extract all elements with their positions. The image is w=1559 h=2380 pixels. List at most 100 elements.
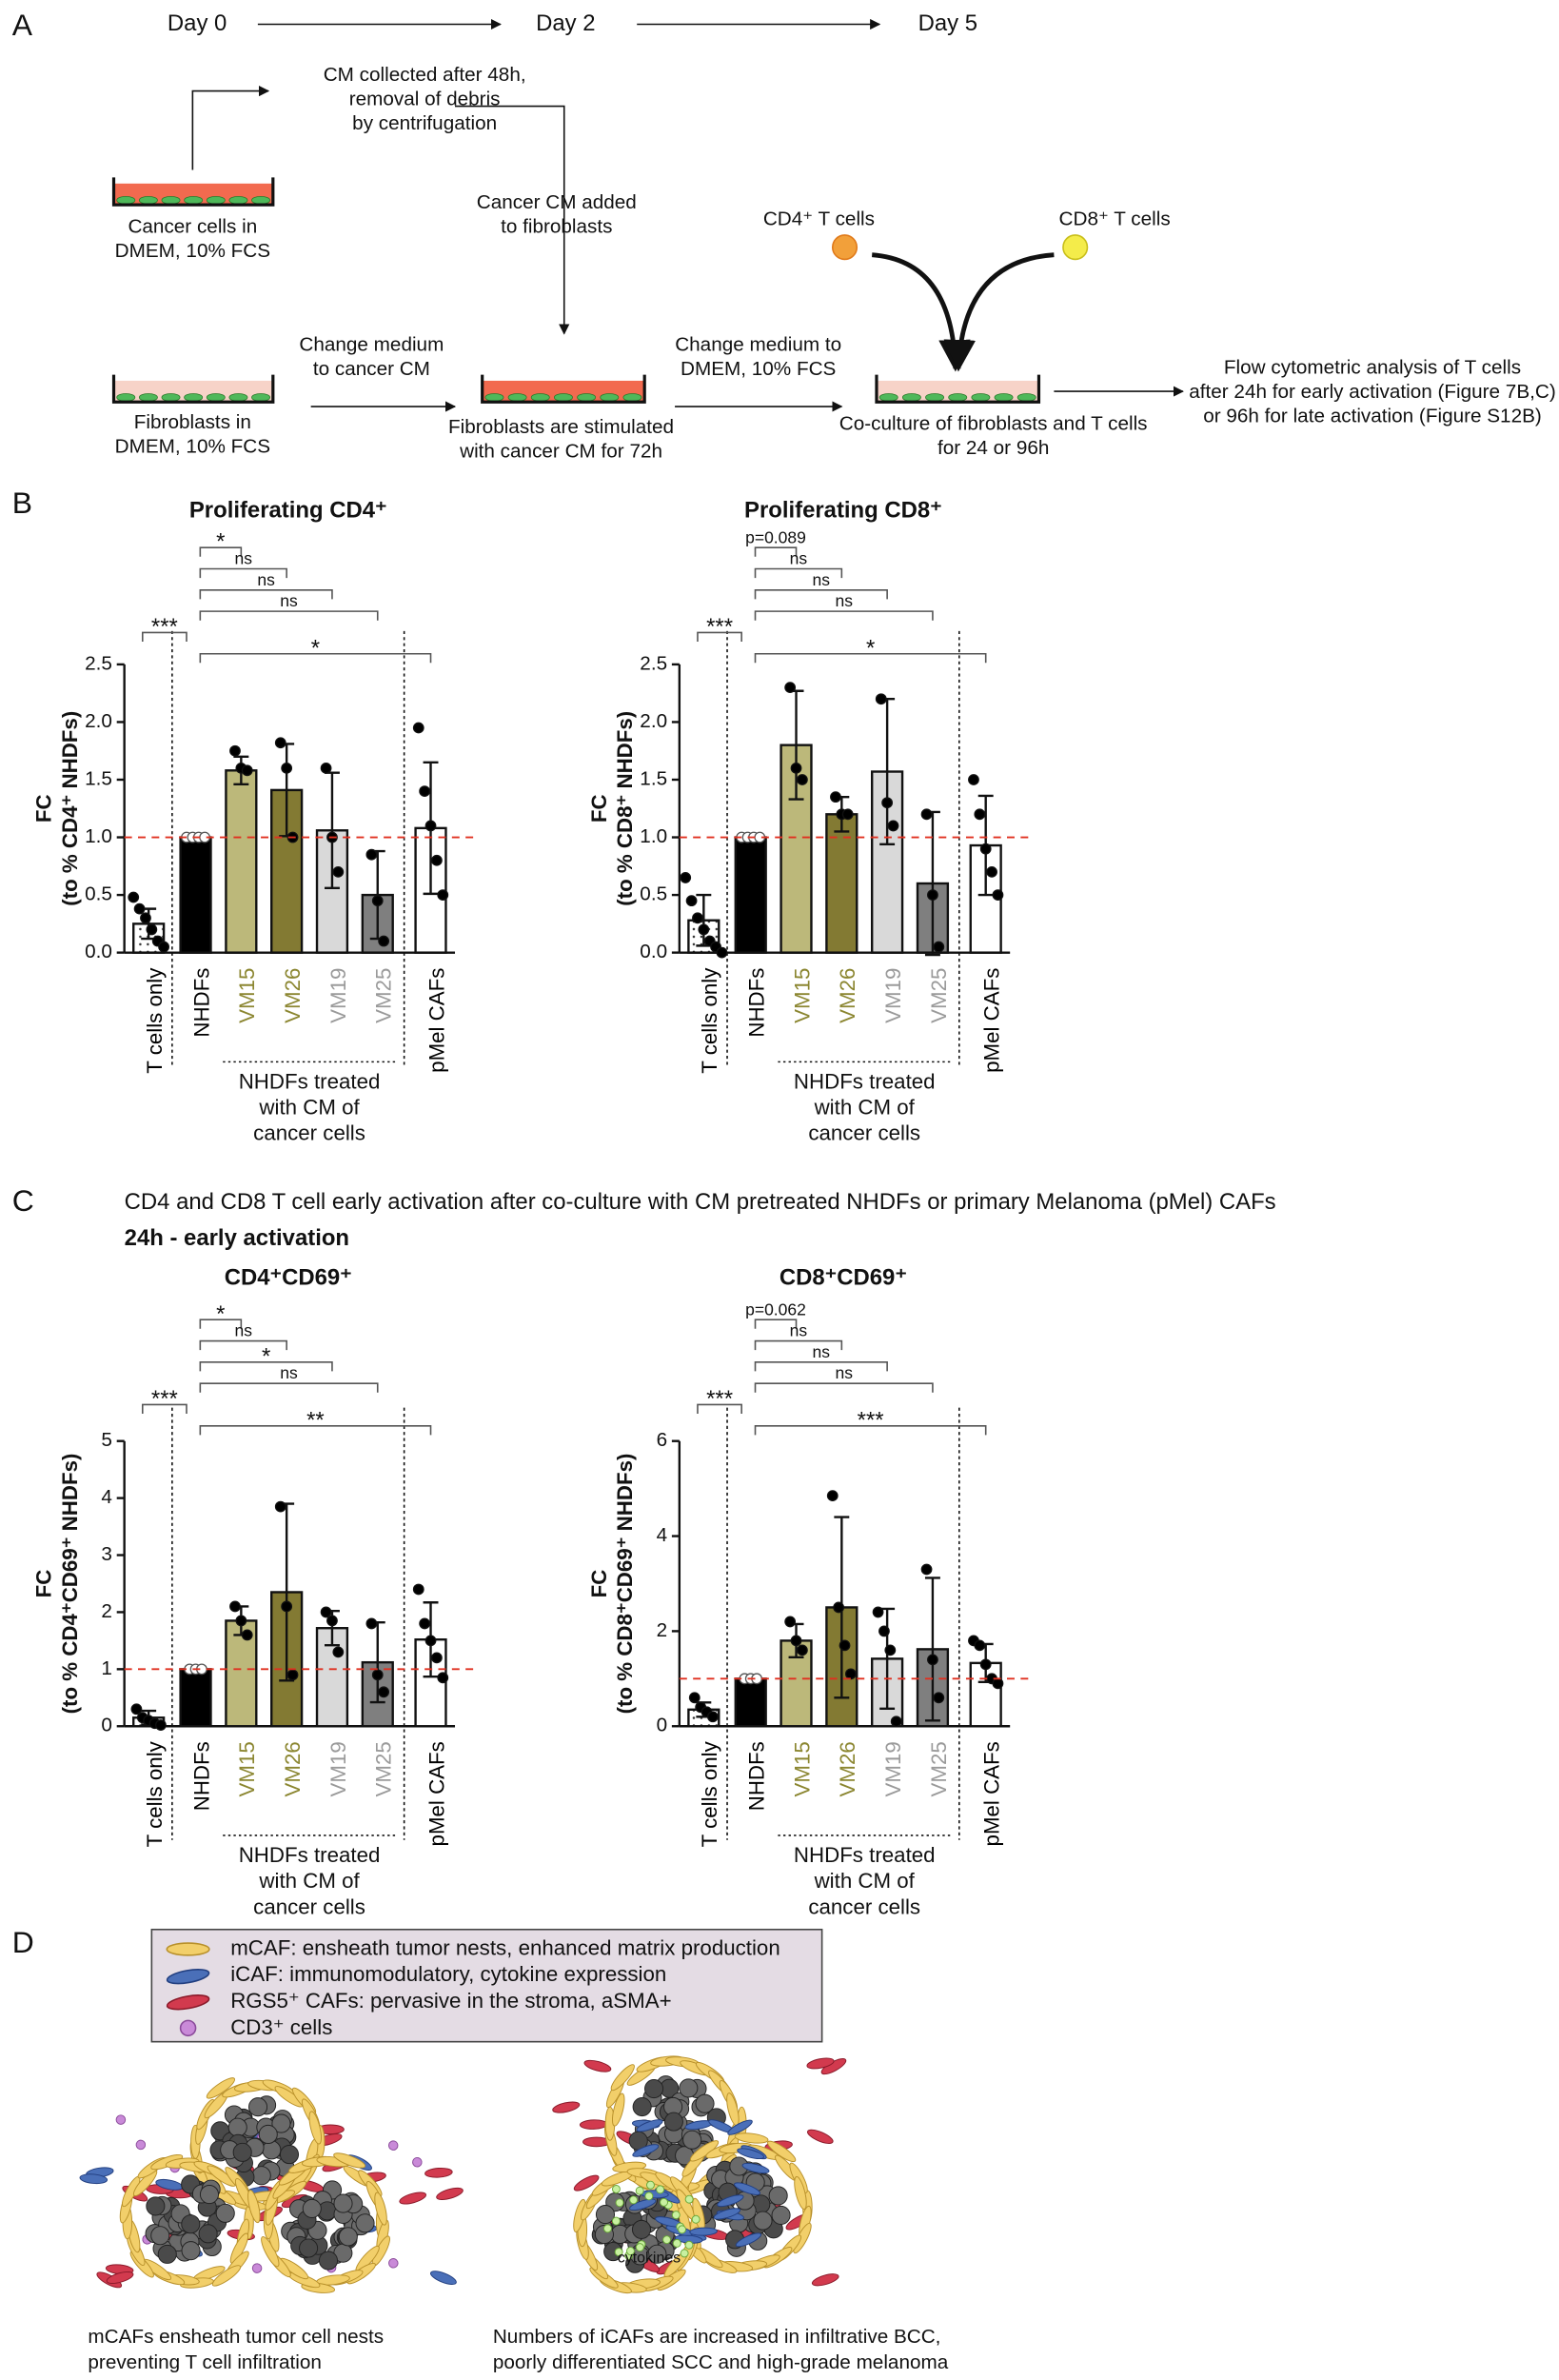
cytokine (660, 2197, 669, 2207)
tumor-cell (279, 2145, 300, 2165)
chart-title: CD4⁺CD69⁺ (225, 1265, 352, 1291)
significance-bracket (141, 631, 187, 642)
dish-cell (161, 393, 181, 402)
dish-cell (228, 195, 248, 205)
data-point (431, 1652, 443, 1664)
cytokine (626, 2247, 635, 2256)
tumor-cell (299, 2238, 319, 2258)
tumor-cell (247, 2097, 268, 2117)
legend-entry: RGS5⁺ CAFs: pervasive in the stroma, aSM… (230, 1989, 671, 2013)
panel-letter: B (12, 486, 32, 520)
significance-label: * (262, 1343, 270, 1369)
group-label: with CM of (814, 1869, 916, 1893)
tumor-cell (753, 2211, 773, 2231)
group-label: NHDFs treated (239, 1070, 381, 1094)
significance-label: ns (234, 1321, 252, 1340)
data-point (320, 762, 332, 774)
dish-cell (622, 393, 642, 402)
y-tick-label: 4 (657, 1524, 668, 1546)
mcaf (794, 2175, 807, 2211)
dish-cell (994, 393, 1014, 402)
x-tick-label: VM15 (790, 1741, 814, 1796)
data-point (274, 737, 286, 749)
data-point (128, 891, 140, 903)
rgs5-caf (579, 2119, 608, 2130)
cytokine (662, 2235, 672, 2245)
significance-label: ns (790, 549, 808, 568)
data-point (437, 889, 449, 901)
data-point (974, 1639, 986, 1652)
mcaf (766, 2140, 797, 2163)
y-tick-label: 0.5 (85, 883, 112, 905)
rgs5-caf (424, 2167, 453, 2178)
tumor-cell (227, 2117, 247, 2137)
data-point (274, 1500, 286, 1513)
icaf (713, 2208, 741, 2220)
bar (179, 836, 212, 954)
data-point (890, 1716, 902, 1728)
group-label: with CM of (258, 1869, 360, 1893)
bar (825, 813, 858, 954)
tumor-cell (644, 2079, 664, 2099)
data-point (437, 1672, 449, 1684)
significance-bracket (199, 610, 379, 621)
data-point (419, 785, 431, 797)
dish-cell (901, 393, 921, 402)
data-point (133, 902, 146, 915)
data-point (933, 1692, 945, 1704)
data-point (797, 1644, 808, 1656)
tumor-cell (771, 2205, 791, 2225)
group-label: NHDFs treated (794, 1843, 936, 1867)
day-label: Day 2 (536, 10, 595, 36)
cd3-cell (135, 2139, 147, 2151)
tumor-cell (199, 2184, 220, 2205)
data-point (841, 808, 854, 821)
data-point (241, 1629, 253, 1641)
data-point (920, 808, 933, 821)
y-axis-label: FC (32, 1570, 56, 1598)
data-point (790, 762, 802, 774)
tumor-cell (302, 2198, 322, 2218)
step-text: DMEM, 10% FCS (681, 358, 836, 380)
y-axis-label: FC (587, 794, 611, 823)
tumor-cell (318, 2251, 339, 2271)
significance-label: ns (813, 1342, 831, 1361)
data-point (979, 1658, 992, 1671)
tumor-cell (768, 2186, 788, 2206)
data-point (412, 1583, 424, 1596)
group-label: cancer cells (253, 1121, 365, 1145)
tumor-cell (157, 2244, 177, 2264)
tumor-cell (663, 2112, 683, 2132)
x-tick-label: VM15 (235, 1741, 259, 1796)
x-tick-label: pMel CAFs (424, 1741, 448, 1846)
step-text: Change medium (299, 334, 444, 356)
significance-label: * (866, 635, 875, 661)
data-point (881, 797, 894, 809)
data-point (332, 1646, 345, 1658)
dish-cell (206, 393, 226, 402)
cytokine (680, 2249, 689, 2258)
dish-cell (484, 393, 504, 402)
tumor-cell (679, 2078, 699, 2098)
x-tick-label: NHDFs (189, 968, 213, 1038)
rgs5-caf (583, 2059, 612, 2073)
dish-cell (507, 393, 527, 402)
data-point (933, 941, 945, 953)
significance-bracket (754, 1361, 888, 1372)
significance-label: p=0.089 (745, 527, 806, 546)
dish-cell (553, 393, 573, 402)
group-label: cancer cells (253, 1894, 365, 1918)
cell-label: CD4⁺ T cells (763, 208, 875, 230)
cytokine (672, 2238, 681, 2248)
icaf (632, 2144, 660, 2157)
rgs5-caf (399, 2192, 427, 2205)
cytokine (678, 2225, 687, 2234)
data-point (844, 1668, 857, 1680)
x-tick-label: VM26 (281, 1741, 305, 1796)
y-tick-label: 0 (657, 1715, 668, 1736)
x-tick-label: T cells only (698, 967, 721, 1074)
step-text: DMEM, 10% FCS (115, 240, 270, 262)
y-tick-label: 2.5 (85, 652, 112, 674)
bar (315, 829, 349, 954)
cytokine (684, 2240, 694, 2250)
